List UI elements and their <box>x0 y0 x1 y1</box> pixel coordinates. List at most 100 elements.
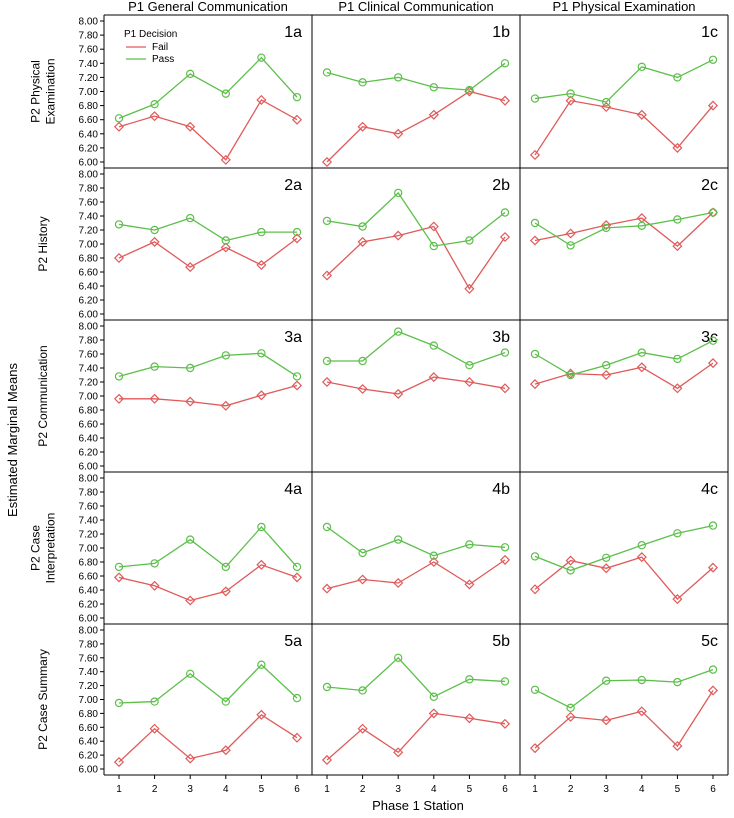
data-point-fail <box>428 556 439 568</box>
data-point-fail <box>113 393 125 404</box>
data-point-pass <box>530 552 540 561</box>
data-point-fail <box>707 562 719 573</box>
data-point-pass <box>566 241 575 250</box>
x-tick-label: 1 <box>324 784 330 795</box>
y-tick-label: 6.20 <box>79 143 99 154</box>
y-tick-label: 6.20 <box>79 751 99 762</box>
data-point-fail <box>220 242 231 253</box>
data-point-fail <box>149 393 160 404</box>
data-point-pass <box>465 540 474 549</box>
data-point-pass <box>358 78 367 87</box>
data-point-fail <box>672 142 683 153</box>
panel-2a: 2a <box>113 177 302 273</box>
panel-3a: 3a <box>113 329 302 411</box>
data-point-fail <box>113 757 125 768</box>
y-tick-label: 7.60 <box>79 502 99 513</box>
panel-1c: 1c <box>529 24 719 160</box>
x-tick-label: 3 <box>395 784 401 795</box>
y-tick-label: 6.00 <box>79 310 99 321</box>
y-tick-label: 6.00 <box>79 158 99 169</box>
data-point-pass <box>358 548 367 558</box>
data-point-pass <box>566 566 575 575</box>
data-point-fail <box>220 586 231 597</box>
data-point-pass <box>394 535 403 544</box>
data-point-pass <box>150 559 159 568</box>
data-point-fail <box>185 595 196 606</box>
data-point-pass <box>673 215 682 224</box>
data-point-fail <box>185 753 196 764</box>
y-tick-label: 6.00 <box>79 614 99 625</box>
y-tick-label: 6.80 <box>79 254 99 265</box>
data-point-pass <box>566 370 575 380</box>
series-line-pass <box>327 330 506 366</box>
y-tick-label: 6.20 <box>79 600 99 611</box>
y-tick-label: 7.00 <box>79 392 99 403</box>
panel-1b: 1b <box>321 24 510 168</box>
legend-title: P1 Decision <box>124 29 177 40</box>
series-line-fail <box>326 712 506 761</box>
data-point-pass <box>637 221 647 230</box>
data-point-pass <box>465 85 474 95</box>
data-point-fail <box>113 121 125 132</box>
data-point-pass <box>185 363 195 373</box>
data-point-fail <box>393 128 404 139</box>
data-point-pass <box>221 351 230 360</box>
data-point-fail <box>393 577 404 589</box>
data-point-fail <box>565 555 576 566</box>
series-line-pass <box>326 526 506 557</box>
column-title: P1 General Communication <box>128 0 288 14</box>
y-tick-label: 8.00 <box>79 17 99 28</box>
data-point-pass <box>358 222 367 231</box>
data-point-pass <box>322 68 332 77</box>
data-point-fail <box>707 685 719 696</box>
panel-label: 1a <box>284 24 302 41</box>
series-line-pass <box>326 191 506 247</box>
data-point-fail <box>220 154 231 165</box>
data-point-pass <box>673 529 682 538</box>
data-point-pass <box>500 543 510 552</box>
data-point-pass <box>602 553 611 563</box>
data-point-pass <box>530 349 540 359</box>
data-point-fail <box>672 741 683 752</box>
data-point-pass <box>637 675 647 685</box>
data-point-fail <box>499 554 511 565</box>
data-point-fail <box>149 236 160 247</box>
y-tick-label: 7.20 <box>79 681 99 692</box>
data-point-fail <box>185 121 196 132</box>
data-point-pass <box>429 341 438 350</box>
data-point-pass <box>602 97 611 107</box>
y-tick-label: 7.80 <box>79 336 99 347</box>
data-point-fail <box>220 745 231 756</box>
y-tick-label: 7.60 <box>79 653 99 664</box>
series-line-fail <box>118 99 298 161</box>
data-point-pass <box>602 223 611 233</box>
x-tick-label: 5 <box>467 784 473 795</box>
data-point-fail <box>357 121 368 132</box>
data-point-fail <box>256 259 267 271</box>
data-point-fail <box>672 383 683 394</box>
data-point-pass <box>257 660 266 669</box>
series-line-pass <box>118 526 298 568</box>
y-tick-label: 7.40 <box>79 516 99 527</box>
data-point-pass <box>394 73 403 82</box>
data-point-pass <box>292 562 302 572</box>
x-tick-label: 6 <box>294 784 300 795</box>
y-tick-label: 6.40 <box>79 586 99 597</box>
data-point-pass <box>429 551 438 560</box>
data-point-fail <box>464 376 475 388</box>
y-tick-label: 7.80 <box>79 31 99 42</box>
x-tick-label: 1 <box>532 784 538 795</box>
data-point-pass <box>394 327 403 336</box>
data-point-pass <box>673 677 682 687</box>
data-point-fail <box>499 231 511 243</box>
data-point-pass <box>150 225 159 235</box>
data-point-pass <box>673 73 682 82</box>
data-point-fail <box>529 379 541 390</box>
data-point-pass <box>114 562 124 572</box>
data-point-pass <box>292 693 302 703</box>
data-point-pass <box>185 213 195 223</box>
data-point-pass <box>530 218 540 228</box>
data-point-fail <box>113 252 125 264</box>
y-tick-label: 6.60 <box>79 268 99 279</box>
data-point-pass <box>500 348 510 357</box>
